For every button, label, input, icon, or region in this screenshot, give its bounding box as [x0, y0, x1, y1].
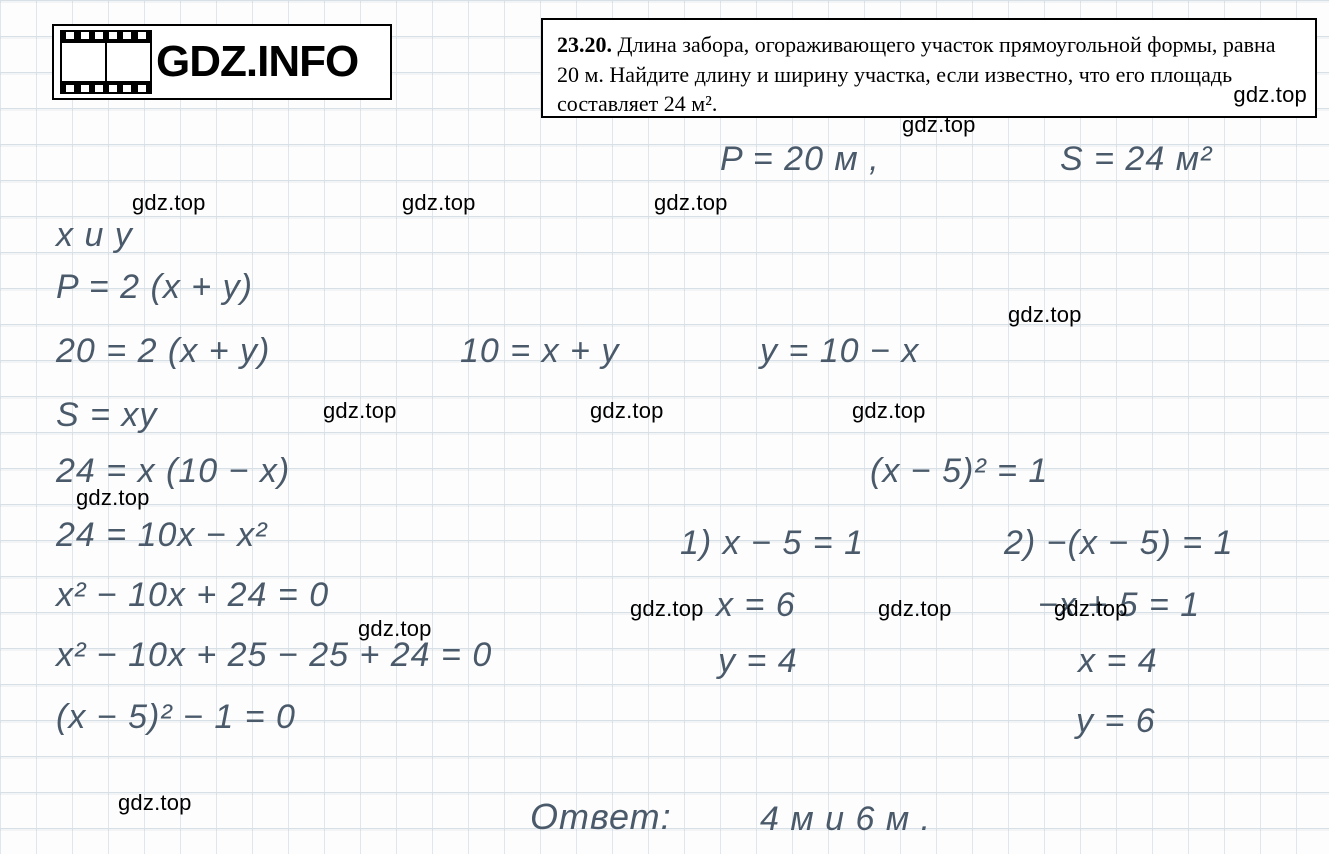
watermark: gdz.top: [654, 190, 728, 216]
watermark: gdz.top: [76, 485, 150, 511]
watermark: gdz.top: [630, 596, 704, 622]
hand-line: 2) −(x − 5) = 1: [1004, 524, 1234, 563]
hand-line: (x − 5)² = 1: [870, 452, 1048, 491]
watermark-problem: gdz.top: [1233, 80, 1307, 110]
watermark: gdz.top: [878, 596, 952, 622]
hand-line: x и y: [56, 216, 133, 255]
watermark: gdz.top: [323, 398, 397, 424]
watermark: gdz.top: [402, 190, 476, 216]
hand-line: x = 6: [716, 586, 796, 625]
problem-text: Длина забора, огораживающего участок пря…: [557, 32, 1276, 116]
problem-box: 23.20. Длина забора, огораживающего учас…: [541, 18, 1317, 118]
hand-line: y = 4: [718, 642, 798, 681]
watermark: gdz.top: [1054, 596, 1128, 622]
hand-line: S = xy: [56, 396, 157, 435]
watermark: gdz.top: [358, 616, 432, 642]
logo-text: GDZ.INFO: [156, 37, 358, 87]
hand-line: P = 20 м ,: [720, 140, 880, 179]
hand-line: 24 = 10x − x²: [56, 516, 267, 555]
hand-line: y = 10 − x: [760, 332, 919, 371]
watermark: gdz.top: [132, 190, 206, 216]
hand-line: x = 4: [1078, 642, 1158, 681]
answer-label: Ответ:: [530, 796, 672, 838]
watermark: gdz.top: [590, 398, 664, 424]
hand-line: (x − 5)² − 1 = 0: [56, 698, 296, 737]
problem-number: 23.20.: [557, 32, 612, 57]
hand-line: 1) x − 5 = 1: [680, 524, 864, 563]
film-icon: [60, 30, 152, 94]
hand-line: 10 = x + y: [460, 332, 619, 371]
hand-line: P = 2 (x + y): [56, 268, 253, 307]
answer-value: 4 м и 6 м .: [760, 800, 931, 839]
hand-line: S = 24 м²: [1060, 140, 1212, 179]
watermark: gdz.top: [1008, 302, 1082, 328]
hand-line: y = 6: [1076, 702, 1156, 741]
hand-line: x² − 10x + 24 = 0: [56, 576, 329, 615]
hand-line: 20 = 2 (x + y): [56, 332, 270, 371]
watermark: gdz.top: [118, 790, 192, 816]
logo-box: GDZ.INFO: [52, 24, 392, 100]
watermark: gdz.top: [852, 398, 926, 424]
